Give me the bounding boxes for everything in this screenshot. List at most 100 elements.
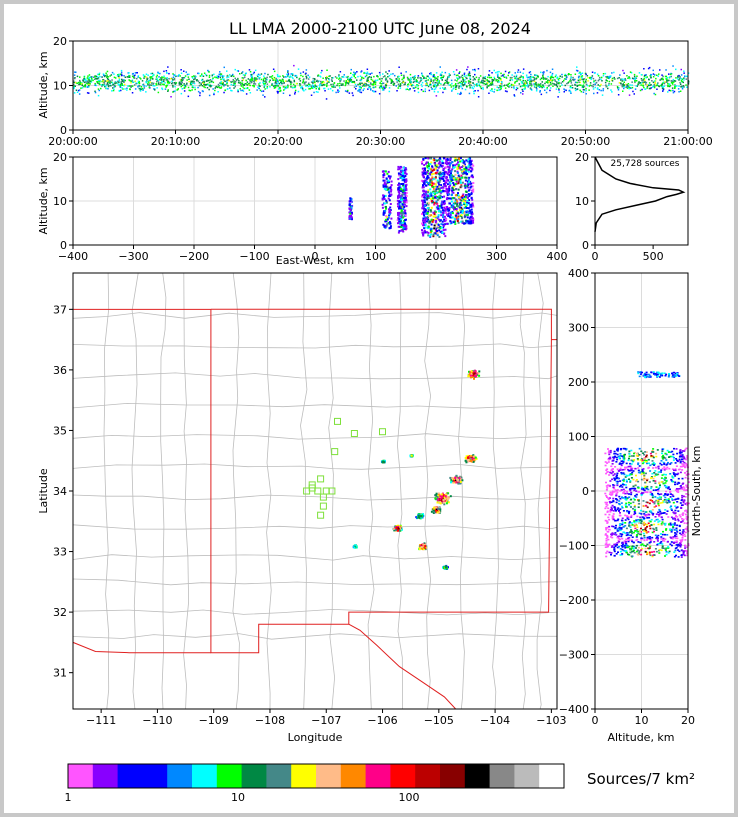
source-point — [382, 223, 385, 226]
source-point — [654, 85, 656, 87]
source-point — [476, 83, 478, 85]
source-point — [440, 230, 443, 233]
source-point — [94, 75, 96, 78]
source-point — [273, 87, 276, 89]
source-point — [385, 84, 388, 87]
p3-xtick-label: 500 — [643, 250, 664, 263]
source-point — [83, 78, 85, 80]
source-point — [451, 221, 454, 224]
source-point — [602, 73, 605, 75]
source-point — [366, 68, 369, 70]
source-point — [522, 90, 524, 92]
source-point — [433, 203, 436, 206]
source-point — [94, 82, 96, 85]
source-point — [181, 88, 184, 90]
source-point — [293, 86, 296, 89]
source-point — [624, 78, 626, 80]
source-point — [199, 94, 201, 97]
source-point — [257, 86, 259, 88]
source-point — [180, 79, 183, 81]
source-point — [449, 164, 451, 167]
source-point — [642, 79, 644, 81]
source-point — [421, 207, 424, 210]
source-point — [415, 86, 417, 89]
source-point — [425, 217, 428, 220]
source-point — [259, 89, 262, 92]
source-point — [388, 199, 391, 202]
source-point — [73, 86, 75, 89]
source-point — [576, 85, 578, 87]
source-point — [495, 71, 497, 74]
source-point — [78, 83, 81, 85]
source-point — [414, 80, 416, 83]
source-point — [383, 198, 386, 200]
source-point — [317, 74, 320, 76]
source-point — [622, 69, 624, 72]
source-point — [460, 92, 462, 95]
source-point — [311, 85, 314, 87]
source-point — [307, 74, 309, 77]
source-point — [460, 210, 463, 213]
source-point — [368, 76, 371, 78]
source-point — [443, 195, 446, 198]
source-point — [254, 78, 257, 80]
source-point — [84, 85, 86, 88]
source-point — [279, 90, 281, 93]
source-point — [442, 186, 445, 189]
county-line — [72, 343, 558, 349]
source-point — [655, 84, 658, 87]
source-point — [190, 80, 192, 83]
source-point — [660, 84, 662, 87]
source-point — [164, 77, 166, 79]
source-point — [550, 78, 552, 80]
source-point — [78, 89, 81, 91]
source-point — [354, 77, 357, 79]
source-point — [242, 84, 245, 86]
source-point — [569, 85, 572, 87]
source-point — [556, 86, 559, 88]
source-point — [456, 171, 459, 174]
source-point — [144, 75, 146, 78]
source-point — [123, 84, 125, 87]
source-point — [443, 503, 446, 506]
source-point — [383, 187, 386, 190]
source-point — [466, 180, 469, 183]
source-point — [658, 73, 660, 75]
source-point — [523, 88, 525, 90]
source-point — [170, 78, 172, 80]
source-point — [455, 74, 458, 77]
source-point — [427, 227, 429, 230]
source-point — [430, 198, 432, 201]
source-point — [442, 168, 445, 171]
source-point — [457, 192, 459, 195]
source-point — [388, 181, 391, 184]
source-point — [402, 172, 405, 175]
source-point — [597, 84, 599, 86]
source-point — [135, 82, 137, 85]
source-point — [627, 83, 630, 85]
source-point — [441, 196, 444, 199]
source-point — [126, 87, 128, 89]
source-point — [442, 157, 445, 160]
source-point — [462, 210, 464, 212]
source-point — [244, 83, 246, 85]
source-point — [459, 160, 462, 163]
source-point — [467, 375, 470, 378]
source-point — [585, 93, 587, 95]
source-point — [438, 161, 441, 163]
source-point — [113, 76, 116, 79]
source-point — [468, 71, 471, 73]
source-point — [407, 79, 410, 81]
source-point — [468, 183, 471, 186]
source-point — [120, 71, 123, 74]
source-point — [440, 74, 443, 76]
source-point — [680, 68, 682, 71]
source-point — [312, 82, 314, 84]
source-point — [442, 223, 445, 226]
source-point — [448, 161, 451, 164]
source-point — [402, 200, 405, 203]
source-point — [119, 84, 121, 86]
source-point — [488, 70, 491, 72]
source-point — [470, 216, 473, 218]
source-point — [475, 83, 478, 86]
